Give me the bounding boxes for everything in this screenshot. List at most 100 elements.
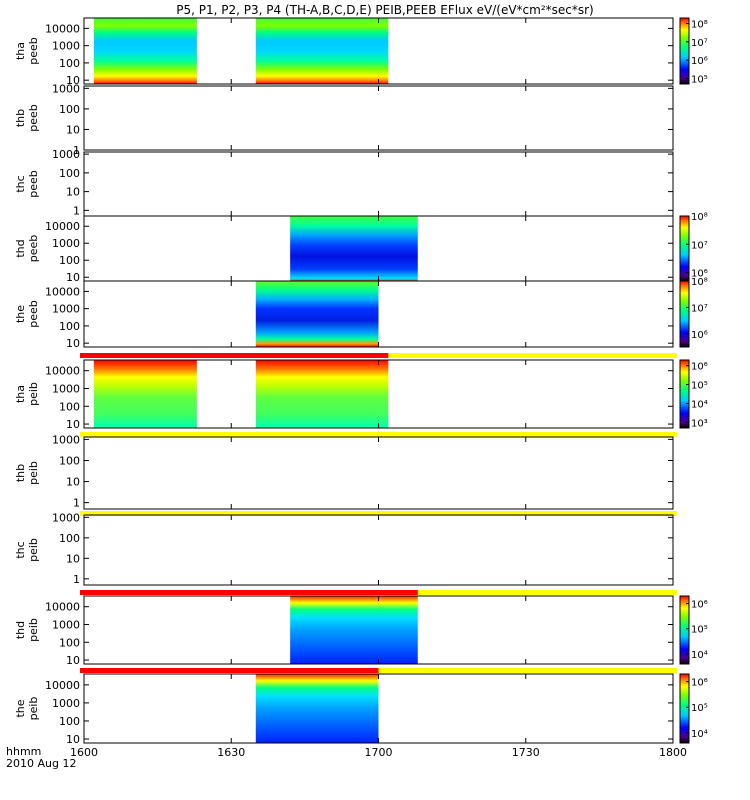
y-tick-label: 10000 (45, 679, 80, 692)
y-tick-label: 100 (59, 320, 80, 333)
y-axis-label-probe: thc (14, 541, 27, 558)
y-tick-label: 10 (66, 186, 80, 199)
y-axis-label-instrument: peeb (27, 235, 40, 263)
y-axis-label-instrument: peeb (27, 37, 40, 65)
spectrogram-block-tha-peeb-0 (93, 18, 197, 84)
x-tick-label: 1600 (70, 746, 98, 759)
y-tick-label: 100 (59, 636, 80, 649)
y-tick-label: 100 (59, 103, 80, 116)
panel-frame-thc-peib (83, 514, 674, 586)
colorbar-tick-label: 10⁸ (691, 212, 708, 223)
colorbar-the-peeb: 10⁶ 10⁷ 10⁸ (679, 277, 708, 348)
y-tick-label: 1 (73, 573, 80, 586)
y-axis-label-instrument: peib (27, 538, 40, 562)
y-tick-label: 10 (66, 74, 80, 87)
colorbar-thd-peib: 10⁴ 10⁵ 10⁶ (679, 595, 708, 665)
colorbar-tick-label: 10⁴ (691, 399, 708, 410)
y-tick-label: 10000 (45, 601, 80, 614)
y-tick-label: 100 (59, 254, 80, 267)
colorbar-tick-label: 10⁵ (691, 75, 708, 86)
y-axis-label-instrument: peib (27, 618, 40, 642)
panel-tha-peeb: 10 100 1000 10000 tha peeb 10⁵ 10⁶ 10⁷ 10⁸ (14, 17, 708, 87)
y-tick-label: 1000 (52, 697, 80, 710)
y-tick-label: 1000 (52, 82, 80, 95)
colorbar-tick-label: 10⁴ (691, 650, 708, 661)
colorbar-scale (679, 673, 690, 744)
panel-frame-thb-peib (83, 436, 674, 510)
y-tick-label: 100 (59, 167, 80, 180)
y-tick-label: 1000 (52, 40, 80, 53)
y-tick-label: 100 (59, 454, 80, 467)
colorbar-tick-label: 10⁶ (691, 269, 708, 280)
quality-flag-red-thd-peib (80, 590, 418, 595)
colorbar-the-peib: 10⁴ 10⁵ 10⁶ (679, 673, 708, 744)
y-tick-label: 1000 (52, 433, 80, 446)
panel-the-peib: 10 100 1000 10000 the peib 10⁴ 10⁵ 10⁶ (14, 668, 708, 746)
y-axis-label-probe: the (14, 305, 27, 323)
spectrogram-block-tha-peeb-1 (255, 18, 389, 84)
y-axis-label-probe: the (14, 699, 27, 717)
colorbar-tick-label: 10⁶ (691, 600, 708, 611)
colorbar-tick-label: 10⁵ (691, 703, 708, 714)
y-tick-label: 1 (73, 204, 80, 217)
colorbar-tick-label: 10⁶ (691, 678, 708, 689)
y-tick-label: 1 (73, 497, 80, 510)
quality-flag-red-tha-peib (80, 353, 389, 358)
panel-thc-peib: 1 10 100 1000 thc peib (14, 511, 677, 586)
y-tick-label: 1 (73, 144, 80, 157)
colorbar-tick-label: 10⁷ (691, 38, 708, 49)
colorbar-scale (679, 215, 690, 282)
panel-frame-thc-peeb (83, 151, 674, 217)
y-axis-label-probe: thb (14, 109, 27, 127)
x-tick-label: 1700 (365, 746, 393, 759)
colorbar-tick-label: 10⁷ (691, 303, 708, 314)
y-tick-label: 1000 (52, 148, 80, 161)
colorbar-tick-label: 10⁵ (691, 625, 708, 636)
spectrogram-block-the-peeb-0 (255, 281, 379, 347)
colorbar-scale (679, 595, 690, 665)
time-axis-labels: hhmm 2010 Aug 12 (6, 745, 76, 770)
y-tick-label: 1000 (52, 237, 80, 250)
y-tick-label: 10 (66, 654, 80, 667)
spectrogram-block-thd-peeb-0 (290, 216, 418, 281)
time-axis-label-date: 2010 Aug 12 (6, 757, 76, 770)
colorbar-scale (679, 17, 690, 85)
quality-flag-red-the-peib (80, 668, 379, 673)
y-axis-label-instrument: peib (27, 697, 40, 721)
colorbar-scale (679, 280, 690, 348)
colorbar-tick-label: 10⁶ (691, 56, 708, 67)
panel-thd-peib: 10 100 1000 10000 thd peib 10⁴ 10⁵ 10⁶ (14, 590, 708, 667)
x-tick-label: 1630 (217, 746, 245, 759)
y-tick-label: 10000 (45, 22, 80, 35)
y-tick-label: 10000 (45, 365, 80, 378)
colorbar-tick-label: 10⁶ (691, 330, 708, 341)
y-tick-label: 10 (66, 733, 80, 746)
quality-flag-yellow-thb-peib (80, 432, 677, 437)
y-axis-label-instrument: peib (27, 461, 40, 485)
panel-thb-peib: 1 10 100 1000 thb peib (14, 432, 677, 510)
y-tick-label: 100 (59, 57, 80, 70)
figure-title: P5, P1, P2, P3, P4 (TH-A,B,C,D,E) PEIB,P… (176, 3, 593, 17)
spectrogram-block-tha-peib-1 (255, 360, 389, 428)
panel-thb-peeb: 1 10 100 1000 thb peeb (14, 82, 674, 157)
y-tick-label: 10000 (45, 285, 80, 298)
y-tick-label: 10 (66, 418, 80, 431)
y-tick-label: 10000 (45, 220, 80, 233)
colorbar-tick-label: 10⁸ (691, 277, 708, 288)
colorbar-tick-label: 10⁶ (691, 362, 708, 373)
spectrogram-block-thd-peib-0 (290, 596, 418, 664)
y-tick-label: 1000 (52, 303, 80, 316)
y-tick-label: 10 (66, 271, 80, 284)
y-tick-label: 100 (59, 715, 80, 728)
colorbar-tick-label: 10⁴ (691, 729, 708, 740)
spectrogram-block-tha-peib-0 (93, 360, 197, 428)
x-tick-label: 1730 (512, 746, 540, 759)
y-axis-label-probe: thc (14, 175, 27, 192)
y-tick-label: 10 (66, 337, 80, 350)
y-axis-label-probe: tha (14, 385, 27, 403)
colorbar-scale (679, 359, 690, 429)
panel-thc-peeb: 1 10 100 1000 thc peeb (14, 148, 674, 217)
y-axis-label-probe: tha (14, 42, 27, 60)
